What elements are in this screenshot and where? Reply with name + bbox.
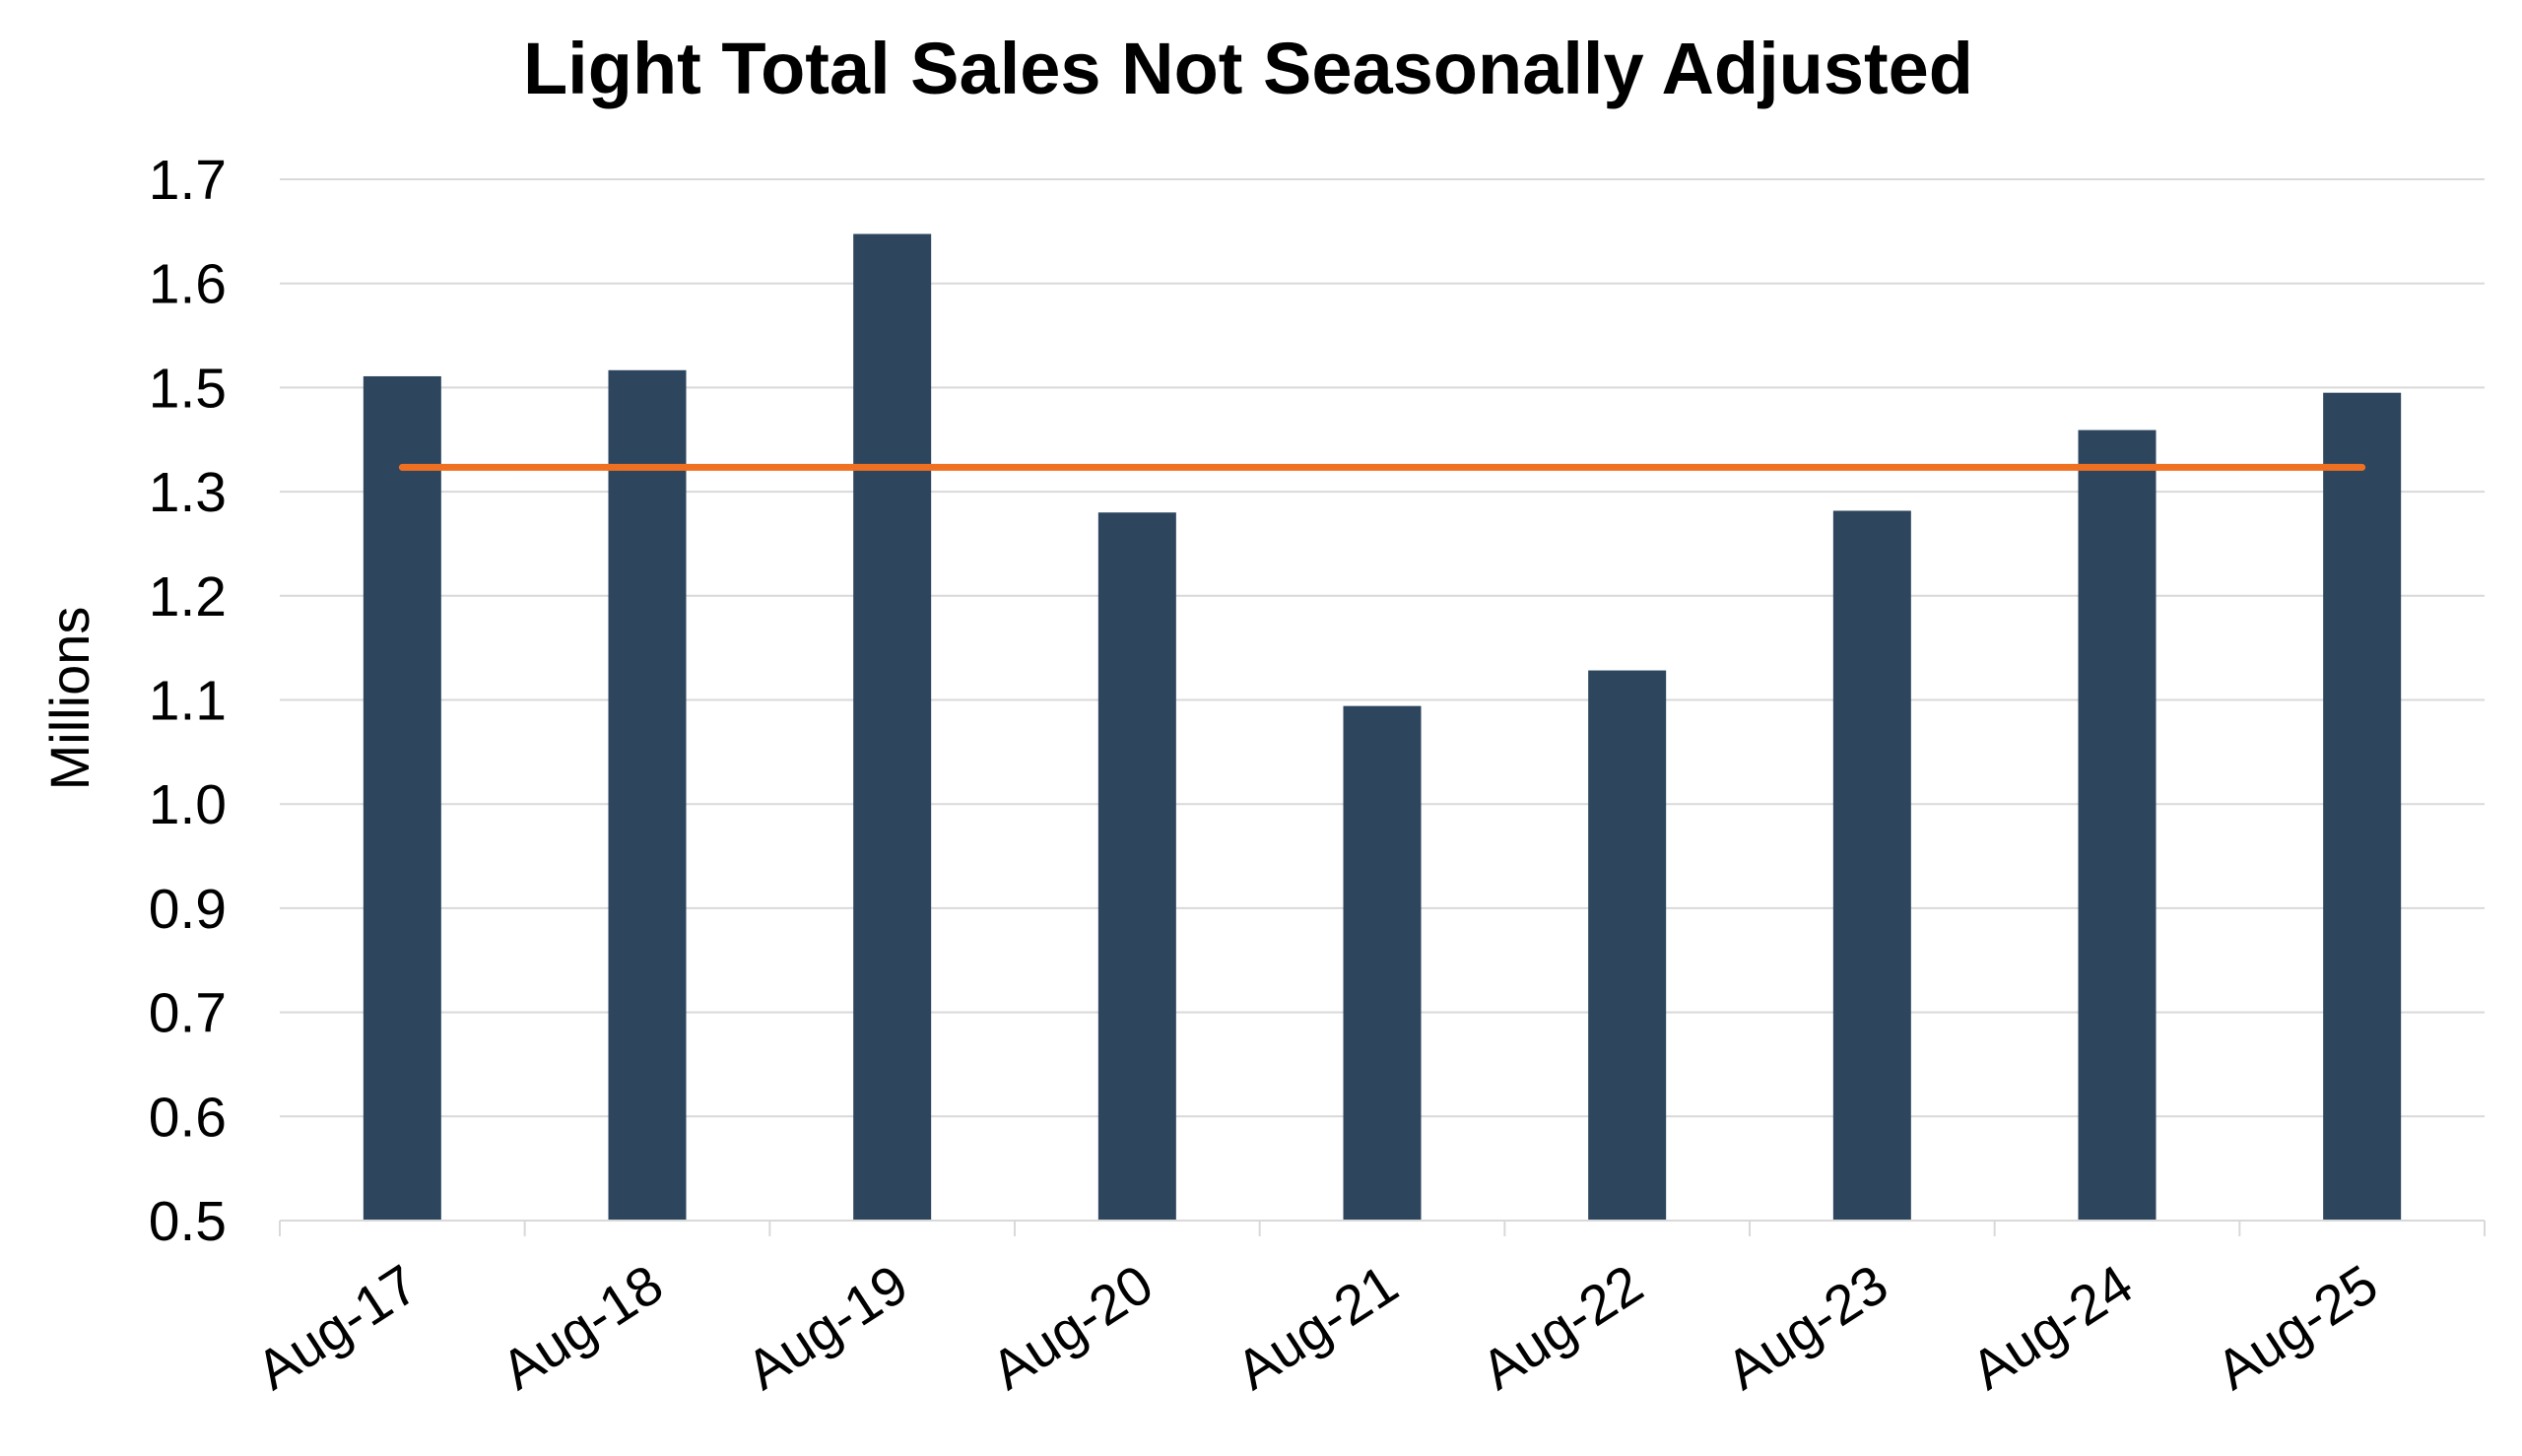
x-tick-label: Aug-23 [1715, 1252, 1898, 1401]
x-tick-label: Aug-20 [980, 1252, 1163, 1401]
y-tick-label: 1.1 [149, 670, 227, 733]
bar [2078, 430, 2157, 1222]
bar [1588, 670, 1667, 1221]
bar [1343, 705, 1422, 1221]
y-axis-label: Millions [38, 607, 100, 791]
y-tick-label: 0.5 [149, 1190, 227, 1253]
x-tick-label: Aug-22 [1470, 1252, 1653, 1401]
x-tick-label: Aug-21 [1226, 1252, 1409, 1401]
bar [363, 375, 441, 1221]
bar [853, 233, 932, 1221]
x-tick-label: Aug-25 [2205, 1252, 2388, 1401]
y-tick-label: 1.2 [149, 565, 227, 629]
y-tick-label: 0.9 [149, 878, 227, 941]
x-tick-label: Aug-24 [1960, 1252, 2144, 1401]
y-tick-label: 0.7 [149, 982, 227, 1045]
x-tick-label: Aug-17 [245, 1252, 429, 1401]
y-tick-label: 1.6 [149, 253, 227, 316]
chart-title: Light Total Sales Not Seasonally Adjuste… [523, 28, 1973, 109]
y-tick-label: 1.5 [149, 357, 227, 420]
y-tick-label: 0.6 [149, 1086, 227, 1149]
x-tick-label: Aug-18 [491, 1252, 674, 1401]
y-tick-label: 1.7 [149, 149, 227, 212]
bar [1832, 510, 1911, 1221]
y-tick-label: 1.3 [149, 461, 227, 524]
y-tick-label: 1.0 [149, 773, 227, 836]
x-tick-label: Aug-19 [735, 1252, 918, 1401]
bar [2323, 392, 2402, 1221]
bar [608, 369, 687, 1221]
bar [1097, 512, 1176, 1221]
